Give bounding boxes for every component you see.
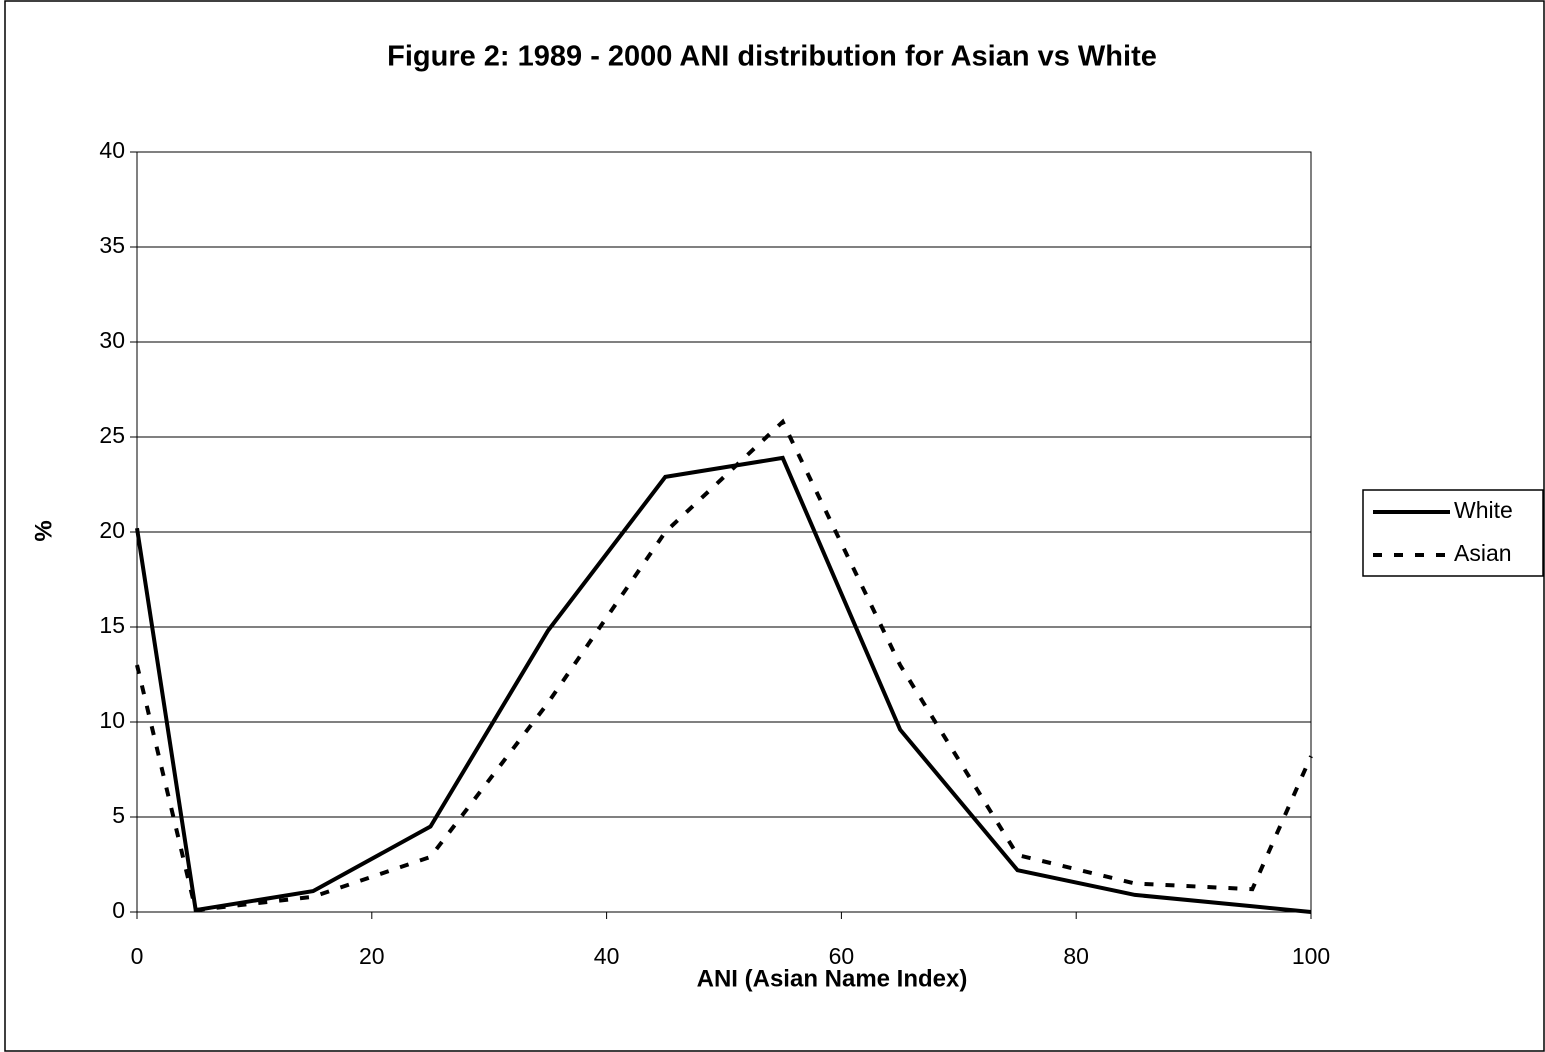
y-tick-label: 15: [99, 612, 125, 638]
x-tick-label: 100: [1292, 943, 1330, 969]
legend-label: White: [1454, 497, 1513, 523]
x-axis-label: ANI (Asian Name Index): [697, 965, 968, 992]
chart-title: Figure 2: 1989 - 2000 ANI distribution f…: [387, 41, 1157, 73]
x-tick-label: 40: [594, 943, 620, 969]
x-tick-label: 80: [1063, 943, 1089, 969]
legend-box: [1362, 489, 1544, 577]
y-tick-label: 40: [99, 137, 125, 163]
y-tick-label: 10: [99, 707, 125, 733]
line-series: [135, 455, 1312, 914]
y-tick-label: 0: [112, 897, 125, 923]
y-tick-label: 20: [99, 517, 125, 543]
x-tick-label: 60: [829, 943, 855, 969]
x-tick-label: 0: [131, 943, 144, 969]
y-axis-label: %: [30, 520, 57, 541]
x-tick-label: 20: [359, 943, 385, 969]
y-tick-label: 25: [99, 422, 125, 448]
y-tick-label: 30: [99, 327, 125, 353]
legend-label: Asian: [1454, 540, 1512, 566]
y-tick-label: 35: [99, 232, 125, 258]
y-tick-label: 5: [112, 802, 125, 828]
